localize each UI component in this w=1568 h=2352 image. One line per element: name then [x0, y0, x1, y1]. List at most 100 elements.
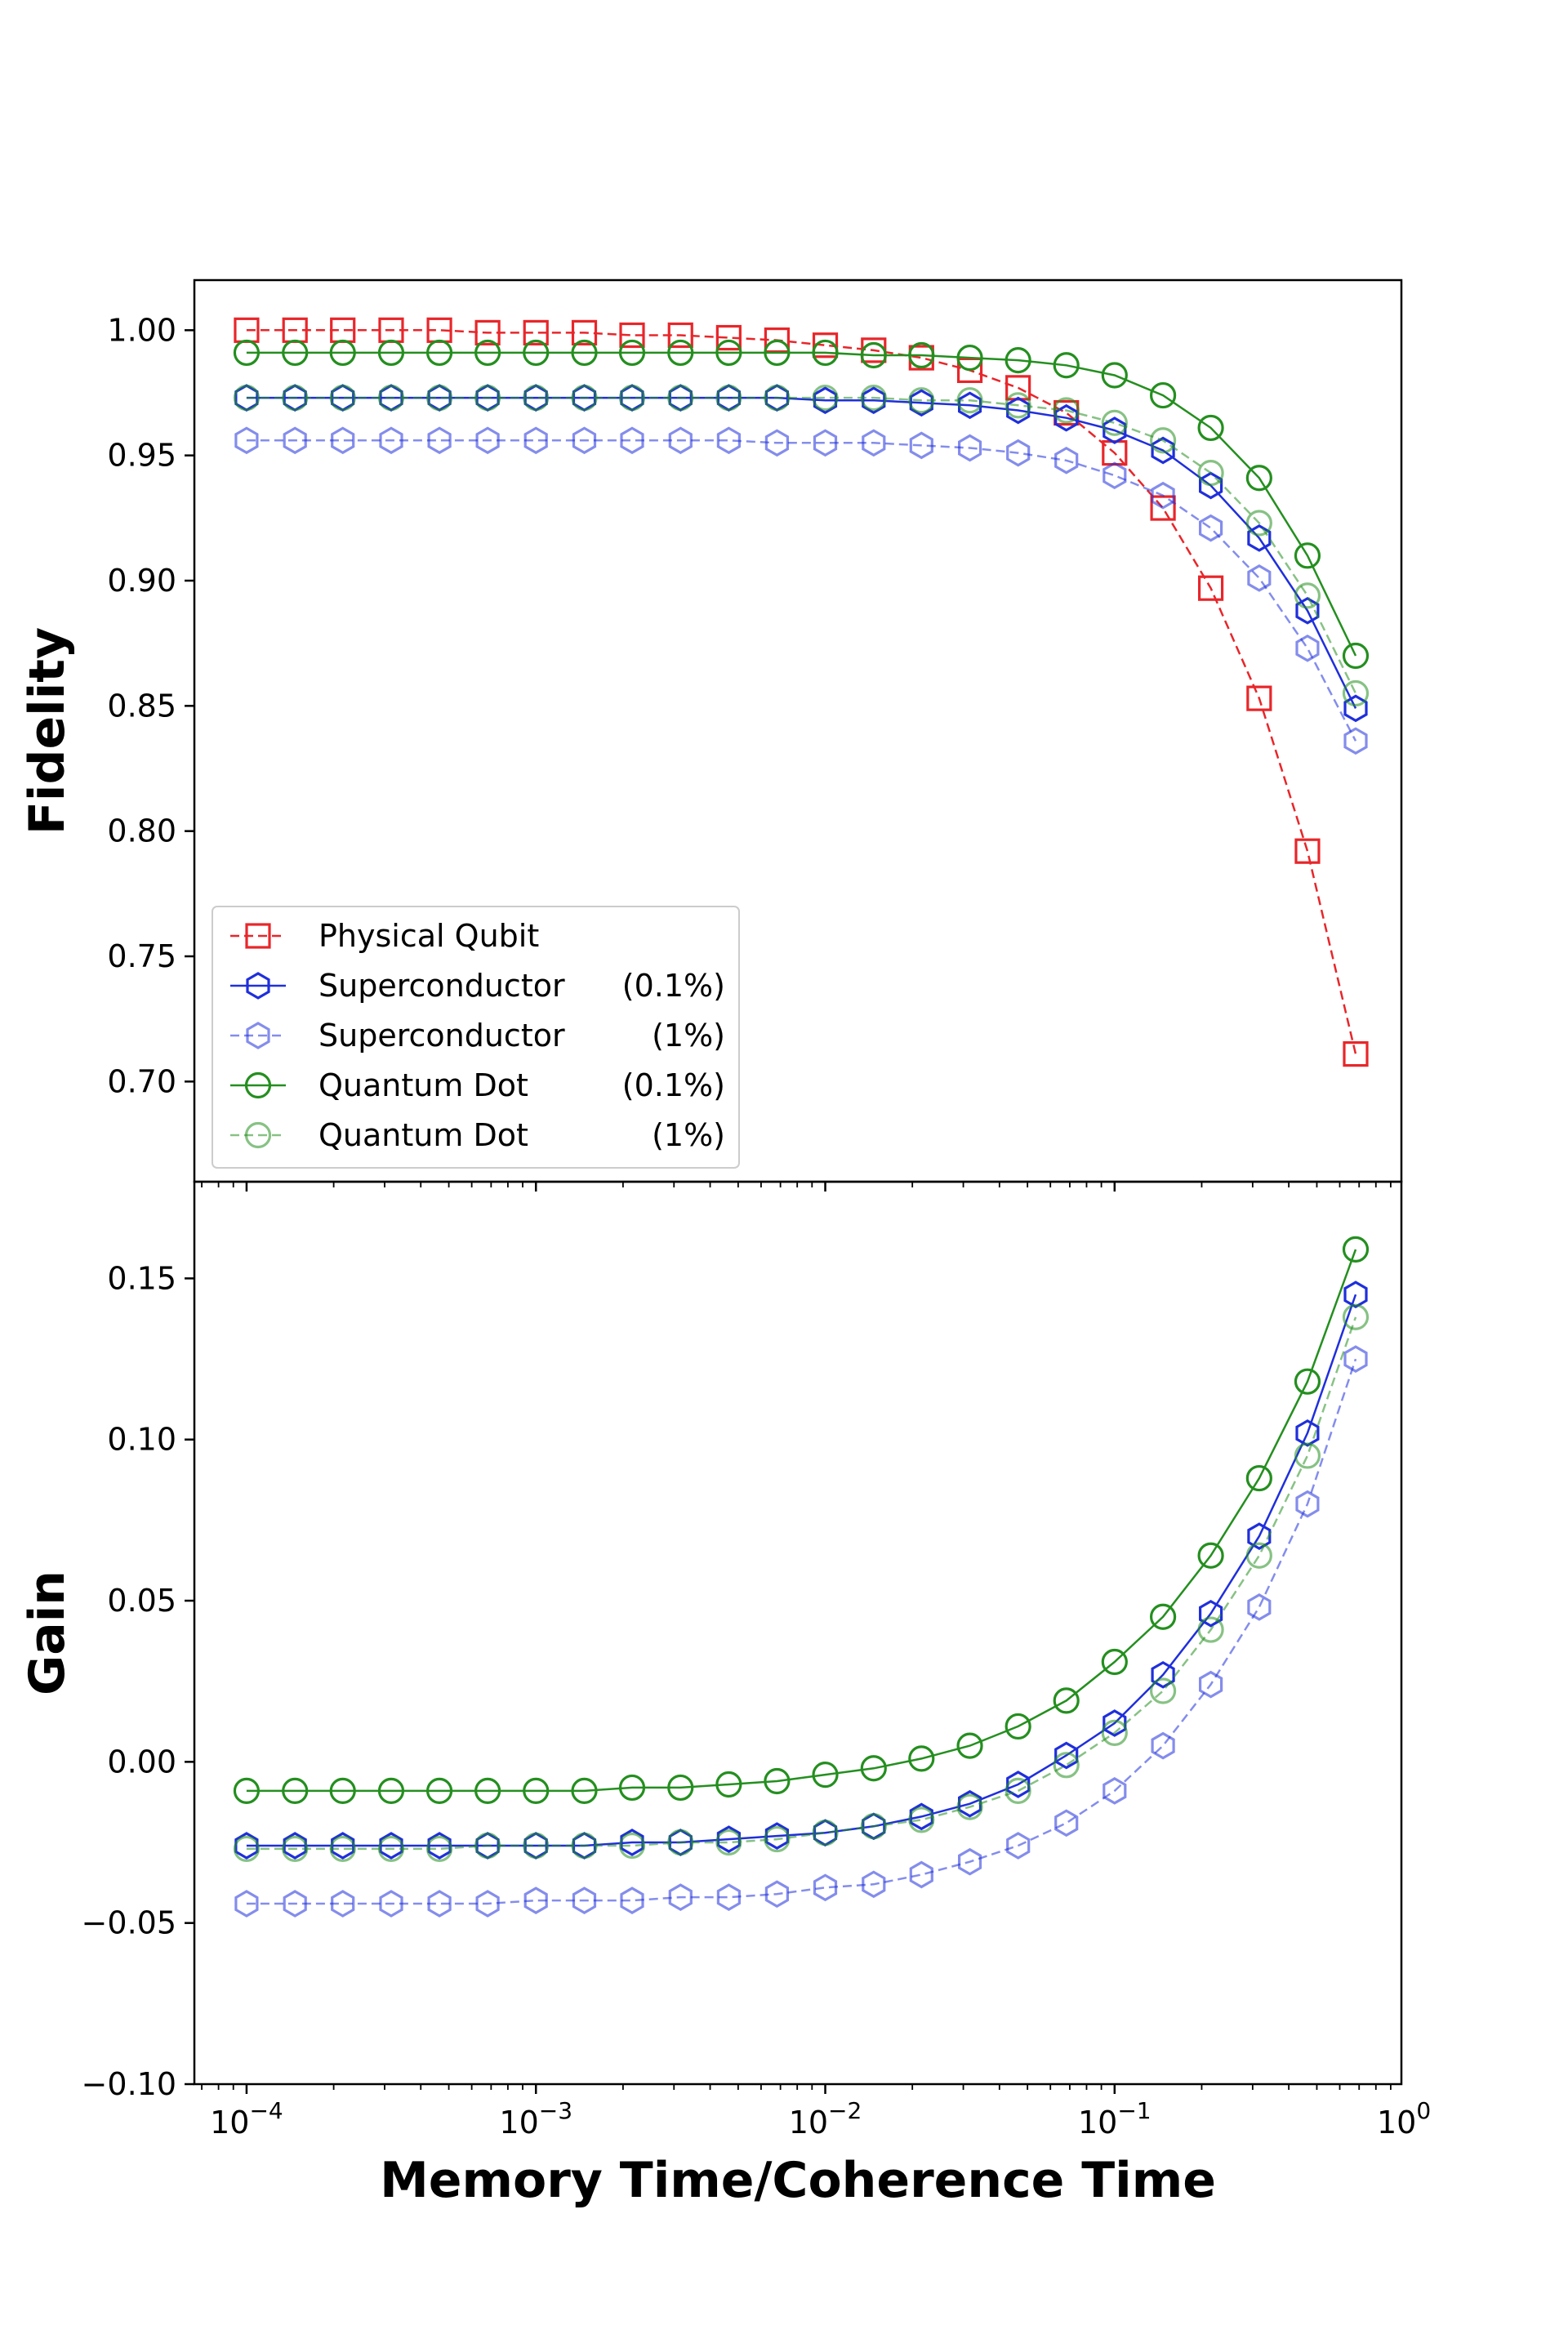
series-line-superconductor-1 — [246, 1358, 1357, 1905]
data-point-quantum-dot-1 — [1245, 1542, 1272, 1569]
legend-percent: (1%) — [652, 1117, 725, 1153]
data-point-superconductor-1 — [957, 1847, 982, 1876]
data-point-quantum-dot-0-1 — [1197, 1542, 1224, 1569]
data-point-quantum-dot-1 — [1342, 1303, 1370, 1330]
data-point-superconductor-0-1 — [1151, 436, 1175, 465]
data-point-quantum-dot-1 — [1342, 679, 1370, 707]
data-point-quantum-dot-1 — [282, 1835, 309, 1863]
data-point-quantum-dot-1 — [1294, 582, 1321, 609]
data-point-quantum-dot-0-1 — [523, 339, 550, 367]
data-point-quantum-dot-0-1 — [618, 339, 646, 367]
data-point-quantum-dot-0-1 — [715, 1771, 742, 1798]
data-point-superconductor-1 — [764, 1880, 790, 1909]
data-point-superconductor-1 — [427, 1890, 452, 1918]
data-point-quantum-dot-0-1 — [956, 1732, 983, 1759]
data-point-quantum-dot-0-1 — [1004, 347, 1031, 374]
data-point-superconductor-1 — [1151, 481, 1175, 510]
x-tick-label: 10−4 — [210, 2097, 283, 2140]
series-line-physical-qubit — [246, 329, 1357, 1054]
data-point-superconductor-1 — [1006, 1832, 1031, 1860]
legend-entry-superconductor-0-1: Superconductor (0.1%) — [230, 968, 725, 1004]
data-point-superconductor-0-1 — [1247, 524, 1272, 552]
data-point-quantum-dot-0-1 — [571, 1777, 598, 1804]
legend-marker — [245, 923, 271, 949]
data-point-physical-qubit — [812, 332, 839, 359]
series-superconductor-0-1-fidelity — [234, 384, 1368, 723]
data-point-quantum-dot-1 — [667, 385, 694, 412]
legend-percent: (1%) — [652, 1018, 725, 1054]
data-point-superconductor-1 — [1006, 439, 1031, 467]
data-point-quantum-dot-1 — [233, 1835, 261, 1863]
data-point-quantum-dot-1 — [1149, 1677, 1177, 1704]
data-point-quantum-dot-0-1 — [233, 339, 261, 367]
data-point-quantum-dot-0-1 — [1101, 362, 1128, 389]
data-point-quantum-dot-0-1 — [1149, 381, 1177, 409]
data-point-superconductor-1 — [475, 426, 500, 455]
data-point-superconductor-0-1 — [1247, 1522, 1272, 1550]
data-point-quantum-dot-0-1 — [956, 344, 983, 372]
series-line-quantum-dot-0-1 — [246, 351, 1357, 657]
legend-label: Quantum Dot — [318, 1067, 528, 1103]
data-point-quantum-dot-0-1 — [329, 1777, 356, 1804]
data-point-quantum-dot-0-1 — [860, 341, 887, 369]
data-point-superconductor-1 — [1343, 1345, 1368, 1373]
data-point-physical-qubit — [667, 322, 693, 349]
legend-entry-superconductor-1: Superconductor (1%) — [230, 1018, 725, 1054]
data-point-superconductor-1 — [523, 1886, 548, 1914]
data-point-superconductor-1 — [475, 1890, 500, 1918]
series-quantum-dot-0-1-fidelity — [233, 339, 1370, 670]
data-point-superconductor-1 — [862, 429, 886, 457]
series-line-quantum-dot-1 — [246, 396, 1357, 694]
data-point-physical-qubit — [523, 319, 549, 345]
data-point-quantum-dot-0-1 — [812, 339, 839, 367]
data-point-quantum-dot-0-1 — [812, 1762, 839, 1788]
series-line-quantum-dot-1 — [246, 1316, 1357, 1851]
gain-axis-title: Gain — [19, 1570, 76, 1695]
legend-marker — [246, 1022, 270, 1049]
data-point-superconductor-0-1 — [1295, 1419, 1320, 1447]
data-point-quantum-dot-1 — [764, 1825, 791, 1853]
data-point-quantum-dot-0-1 — [1004, 1713, 1031, 1740]
data-point-quantum-dot-1 — [1053, 1752, 1080, 1779]
legend-entry-quantum-dot-0-1: Quantum Dot (0.1%) — [230, 1067, 725, 1103]
data-point-superconductor-1 — [1102, 1777, 1127, 1805]
data-point-superconductor-1 — [909, 431, 933, 460]
legend-entry-physical-qubit: Physical Qubit — [230, 918, 539, 954]
data-point-superconductor-1 — [1343, 727, 1368, 755]
data-point-superconductor-0-1 — [1006, 396, 1031, 425]
gain-y-tick-label: 0.10 — [107, 1422, 176, 1458]
data-point-quantum-dot-0-1 — [618, 1774, 646, 1802]
data-point-quantum-dot-1 — [1101, 1719, 1128, 1746]
data-point-quantum-dot-0-1 — [282, 1777, 309, 1804]
gain-frame — [193, 1180, 1403, 2086]
legend-marker — [246, 972, 270, 1000]
data-point-quantum-dot-1 — [523, 1832, 550, 1860]
fidelity-y-tick-label: 0.95 — [107, 438, 176, 474]
data-point-superconductor-1 — [1102, 461, 1127, 490]
gain-y-tick-label: −0.05 — [82, 1905, 176, 1941]
data-point-quantum-dot-0-1 — [1053, 1687, 1080, 1714]
x-tick-label: 100 — [1377, 2097, 1431, 2140]
data-point-superconductor-1 — [909, 1860, 933, 1889]
data-point-quantum-dot-1 — [618, 1832, 646, 1860]
data-point-physical-qubit — [715, 324, 742, 351]
data-point-superconductor-1 — [813, 1873, 838, 1902]
data-point-quantum-dot-1 — [956, 1793, 983, 1820]
data-point-superconductor-1 — [620, 1886, 644, 1914]
data-point-superconductor-1 — [427, 426, 452, 455]
data-point-physical-qubit — [619, 322, 645, 349]
data-point-superconductor-1 — [1247, 564, 1272, 592]
data-point-quantum-dot-1 — [956, 387, 983, 414]
series-line-superconductor-0-1 — [246, 1294, 1357, 1847]
data-point-superconductor-0-1 — [957, 391, 982, 420]
data-point-physical-qubit — [1246, 685, 1272, 711]
legend-percent: (0.1%) — [622, 1067, 725, 1103]
legend-label: Physical Qubit — [318, 918, 539, 954]
data-point-quantum-dot-1 — [667, 1829, 694, 1856]
series-quantum-dot-0-1-gain — [233, 1236, 1370, 1804]
data-point-quantum-dot-1 — [715, 385, 742, 412]
data-point-quantum-dot-1 — [329, 385, 356, 412]
data-point-quantum-dot-1 — [571, 385, 598, 412]
series-line-superconductor-1 — [246, 439, 1357, 742]
data-point-quantum-dot-1 — [1053, 397, 1080, 424]
